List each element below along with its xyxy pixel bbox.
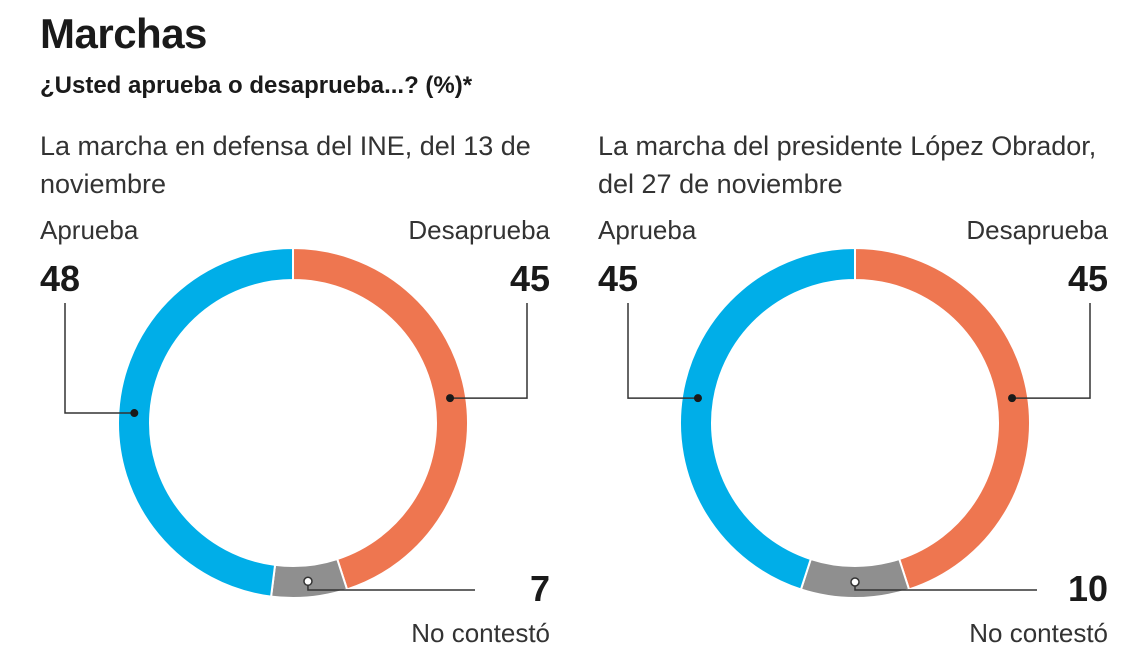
chart-1-label-desaprueba: Desaprueba: [408, 215, 550, 245]
chart-2-label-desaprueba: Desaprueba: [966, 215, 1108, 245]
chart-2-value-desaprueba: 45: [1067, 258, 1108, 299]
chart-1-slice-2: [117, 246, 294, 598]
chart-2-label-no-contesto: No contestó: [969, 618, 1108, 648]
chart-1-value-no-contesto: 7: [529, 568, 550, 609]
chart-2-value-aprueba: 45: [598, 258, 639, 299]
page-subtitle: ¿Usted aprueba o desaprueba...? (%)*: [40, 72, 473, 99]
chart-1-leader-desaprueba: [450, 303, 528, 399]
chart-2-slice-0: [854, 246, 1031, 591]
chart-2-dot-aprueba: [693, 394, 702, 403]
chart-1-slice-0: [292, 246, 469, 591]
chart-2-slice-2: [679, 246, 856, 591]
chart-2-leader-aprueba: [627, 303, 698, 399]
chart-1-label-aprueba: Aprueba: [40, 215, 139, 245]
chart-1-value-desaprueba: 45: [509, 258, 550, 299]
chart-1-value-aprueba: 48: [40, 258, 81, 299]
chart-2-title: La marcha del presidente López Obrador, …: [598, 131, 1097, 199]
chart-1-dot-aprueba: [130, 409, 139, 418]
page-title: Marchas: [40, 10, 207, 57]
chart-2-label-aprueba: Aprueba: [598, 215, 697, 245]
chart-2-leader-desaprueba: [1012, 303, 1091, 399]
chart-1-dot-desaprueba: [446, 394, 455, 403]
chart-1-dot-no-contesto: [303, 576, 313, 587]
chart-2-dot-desaprueba: [1008, 394, 1017, 403]
chart-1-leader-aprueba: [64, 303, 135, 414]
chart-1-label-no-contesto: No contestó: [411, 618, 550, 648]
chart-2-dot-no-contesto: [850, 577, 860, 587]
chart-2-value-no-contesto: 10: [1067, 568, 1108, 609]
chart-1-title: La marcha en defensa del INE, del 13 de …: [40, 131, 531, 199]
